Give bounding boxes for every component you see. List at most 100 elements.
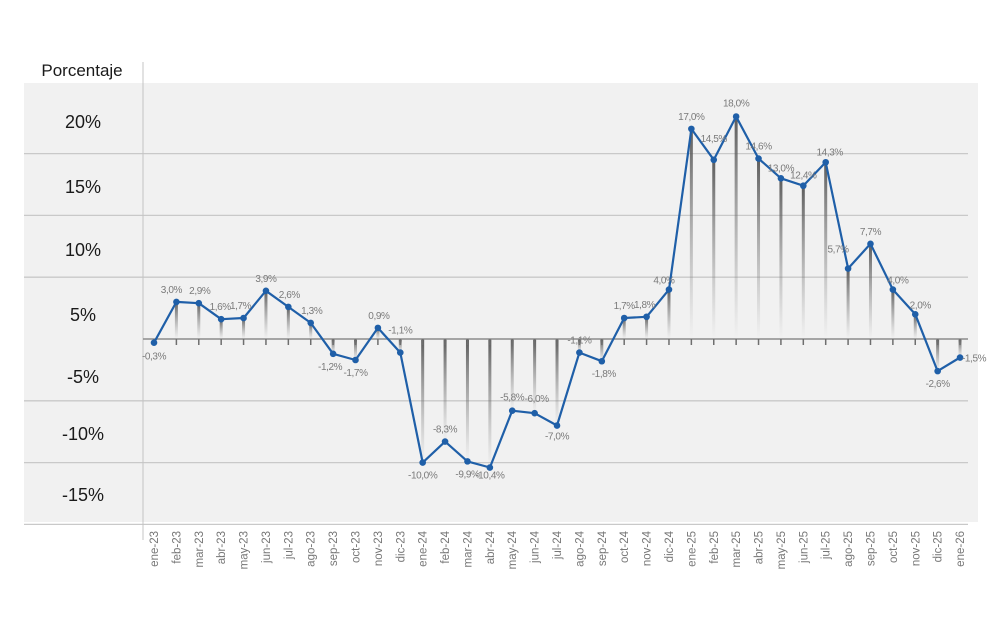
drop-line bbox=[309, 322, 313, 339]
data-point bbox=[800, 182, 807, 190]
data-label: 5,7% bbox=[827, 245, 849, 256]
drop-line bbox=[689, 128, 693, 339]
data-point bbox=[844, 265, 852, 272]
x-tick-label: jun-25 bbox=[798, 531, 810, 564]
data-point bbox=[777, 175, 785, 182]
drop-line bbox=[734, 116, 738, 340]
drop-line bbox=[242, 317, 246, 339]
x-tick-label: jul-23 bbox=[283, 531, 295, 560]
data-points bbox=[150, 113, 964, 471]
data-label: 7,7% bbox=[860, 227, 882, 238]
data-point bbox=[150, 339, 158, 347]
x-tick-label: jul-25 bbox=[821, 531, 833, 560]
drop-line bbox=[443, 339, 447, 442]
data-label: 17,0% bbox=[678, 112, 705, 123]
x-tick-label: may-23 bbox=[239, 531, 251, 569]
data-label: -2,6% bbox=[926, 379, 951, 390]
drop-line bbox=[779, 178, 783, 339]
x-tick-label: oct-23 bbox=[351, 531, 363, 563]
data-label: 14,3% bbox=[817, 147, 844, 158]
data-label: 4,0% bbox=[887, 276, 909, 287]
data-point bbox=[486, 464, 494, 471]
data-point bbox=[262, 287, 270, 295]
data-point bbox=[755, 155, 762, 162]
y-axis-ticks: 20% 15% 10% 5% -5% -10% -15% bbox=[62, 112, 104, 505]
x-tick-label: ago-23 bbox=[306, 531, 318, 567]
data-label: 2,9% bbox=[189, 286, 211, 297]
x-tick-label: feb-24 bbox=[440, 530, 452, 563]
data-label: -5,8% bbox=[500, 393, 525, 404]
drop-line bbox=[891, 289, 895, 339]
drop-line bbox=[555, 339, 559, 426]
x-tick-label: sep-24 bbox=[597, 530, 609, 566]
data-point bbox=[329, 350, 337, 358]
data-label: 1,8% bbox=[634, 300, 656, 311]
data-point bbox=[665, 286, 673, 293]
data-label: -10,4% bbox=[475, 471, 505, 482]
x-tick-label: abr-25 bbox=[754, 531, 766, 564]
drop-line bbox=[712, 159, 716, 339]
y-tick-label: 10% bbox=[65, 240, 101, 260]
drop-line bbox=[510, 339, 514, 411]
x-axis-labels: ene-23 feb-23 mar-23 abr-23 may-23 jun-23 jul-… bbox=[149, 530, 967, 569]
x-tick-label: sep-25 bbox=[865, 531, 877, 566]
data-point bbox=[285, 303, 292, 311]
x-tick-label: sep-23 bbox=[328, 531, 340, 566]
data-point bbox=[240, 314, 247, 322]
x-tick-label: ago-25 bbox=[843, 531, 855, 567]
data-point bbox=[598, 357, 606, 365]
data-point bbox=[889, 286, 897, 293]
data-label: 1,3% bbox=[301, 306, 323, 317]
drop-line bbox=[421, 339, 425, 463]
data-point bbox=[374, 324, 382, 332]
x-tick-label: nov-24 bbox=[642, 530, 654, 566]
zero-axis-ticks bbox=[153, 339, 961, 345]
data-label: -1,2% bbox=[318, 362, 343, 373]
drop-line bbox=[645, 316, 649, 339]
data-point bbox=[508, 407, 516, 414]
data-point bbox=[620, 314, 628, 322]
x-tick-label: oct-24 bbox=[619, 530, 631, 563]
drop-line bbox=[667, 289, 671, 339]
x-tick-label: dic-25 bbox=[933, 531, 945, 562]
drop-line bbox=[577, 339, 581, 353]
data-label: 3,0% bbox=[161, 285, 183, 296]
x-tick-label: dic-24 bbox=[664, 530, 676, 562]
x-tick-label: jun-24 bbox=[530, 530, 542, 564]
data-label: 0,9% bbox=[368, 311, 390, 322]
data-point bbox=[464, 458, 471, 465]
x-tick-label: mar-23 bbox=[194, 531, 206, 567]
x-tick-label: oct-25 bbox=[888, 531, 900, 563]
x-tick-label: ene-26 bbox=[955, 531, 967, 567]
data-point bbox=[352, 356, 359, 364]
data-label: -8,3% bbox=[433, 425, 458, 436]
x-tick-label: ene-24 bbox=[418, 530, 430, 566]
x-tick-label: may-24 bbox=[507, 530, 519, 569]
data-point bbox=[419, 459, 426, 466]
data-point bbox=[732, 113, 740, 120]
x-tick-label: abr-24 bbox=[485, 530, 497, 564]
data-point bbox=[217, 315, 225, 323]
data-labels: -0,3%3,0% 2,9%1,6% 1,7%3,9%2,6%1,3%-1,2%-1… bbox=[142, 99, 987, 482]
x-tick-label: dic-23 bbox=[395, 531, 407, 562]
drop-line bbox=[958, 339, 962, 358]
y-tick-label: -15% bbox=[62, 485, 104, 505]
drop-line bbox=[264, 290, 268, 339]
y-tick-label: 5% bbox=[70, 305, 96, 325]
drop-line bbox=[533, 339, 537, 414]
data-label: -1,7% bbox=[343, 368, 368, 379]
data-label: 2,0% bbox=[910, 300, 932, 311]
y-tick-label: -10% bbox=[62, 424, 104, 444]
x-tick-label: may-25 bbox=[776, 531, 788, 569]
x-tick-label: ago-24 bbox=[574, 530, 586, 566]
drop-line bbox=[465, 339, 469, 462]
drop-line bbox=[398, 339, 402, 353]
data-point bbox=[956, 354, 964, 361]
data-label: 14,6% bbox=[745, 142, 772, 153]
x-tick-label: ene-25 bbox=[686, 531, 698, 567]
data-label: -0,3% bbox=[142, 352, 167, 363]
drop-line bbox=[936, 339, 940, 372]
drop-line bbox=[846, 268, 850, 339]
data-label: 3,9% bbox=[255, 274, 277, 285]
data-point bbox=[867, 240, 874, 248]
